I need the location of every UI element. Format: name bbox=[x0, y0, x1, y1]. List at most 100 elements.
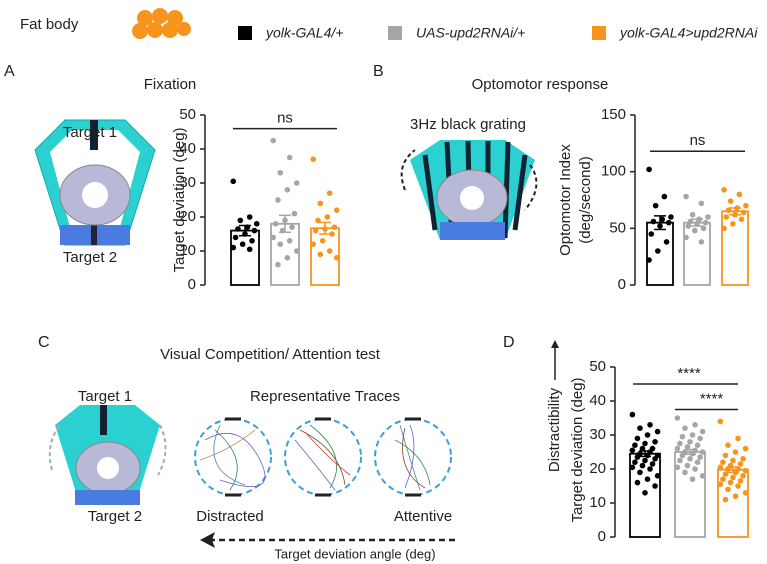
data-point bbox=[317, 251, 324, 258]
data-point bbox=[720, 476, 726, 483]
data-point bbox=[272, 221, 279, 227]
data-point bbox=[237, 217, 244, 224]
data-point bbox=[697, 435, 703, 442]
data-point bbox=[310, 241, 317, 247]
y-tick-label: 50 bbox=[609, 219, 626, 236]
data-point bbox=[253, 221, 260, 227]
arena-illustration bbox=[48, 405, 167, 505]
data-point bbox=[282, 217, 288, 224]
data-point bbox=[692, 422, 698, 428]
data-point bbox=[692, 466, 698, 472]
data-point bbox=[723, 214, 730, 220]
data-point bbox=[732, 211, 738, 218]
data-point bbox=[742, 490, 749, 496]
trace-circles bbox=[194, 417, 452, 497]
data-point bbox=[679, 452, 686, 459]
data-point bbox=[648, 231, 655, 237]
panel-title: Visual Competition/ Attention test bbox=[160, 346, 381, 363]
y-tick-label: 150 bbox=[601, 106, 626, 123]
data-point bbox=[326, 248, 333, 254]
significance-label: ns bbox=[690, 132, 706, 149]
y-tick-label: 100 bbox=[601, 163, 626, 180]
arena-illustration bbox=[34, 119, 156, 246]
data-point bbox=[717, 464, 724, 471]
data-point bbox=[637, 425, 643, 432]
data-point bbox=[244, 224, 251, 230]
y-tick-label: 0 bbox=[618, 276, 626, 293]
data-point bbox=[270, 234, 277, 241]
y-tick-label: 0 bbox=[188, 276, 196, 293]
data-point bbox=[687, 218, 694, 225]
legend-swatch bbox=[388, 26, 402, 40]
data-point bbox=[735, 435, 741, 442]
data-point bbox=[721, 225, 727, 232]
data-point bbox=[682, 469, 688, 476]
data-point bbox=[629, 411, 636, 418]
data-point bbox=[242, 231, 248, 237]
bar bbox=[683, 221, 711, 286]
data-point bbox=[649, 461, 656, 467]
data-point bbox=[698, 239, 705, 245]
data-point bbox=[702, 219, 709, 226]
data-point bbox=[326, 190, 333, 196]
legend-label: yolk-GAL4/+ bbox=[265, 25, 343, 41]
data-point bbox=[312, 227, 319, 234]
data-point bbox=[736, 191, 743, 198]
data-point bbox=[661, 193, 668, 200]
data-point bbox=[722, 452, 729, 459]
data-point bbox=[652, 202, 659, 209]
data-point bbox=[674, 415, 681, 421]
data-point bbox=[687, 439, 693, 445]
data-point bbox=[275, 197, 281, 203]
data-point bbox=[286, 238, 293, 244]
data-point bbox=[717, 418, 724, 425]
y-axis-label: (deg/second) bbox=[577, 156, 594, 244]
data-point bbox=[732, 469, 739, 476]
data-point bbox=[646, 166, 652, 173]
arrow-head bbox=[200, 532, 215, 548]
data-point bbox=[652, 483, 658, 489]
data-point bbox=[684, 444, 691, 450]
legend-label: yolk-GAL4>upd2RNAi bbox=[619, 25, 758, 41]
data-point bbox=[705, 214, 711, 220]
grating-label: 3Hz black grating bbox=[410, 116, 526, 133]
data-point bbox=[652, 456, 658, 462]
data-point bbox=[289, 224, 295, 230]
data-point bbox=[634, 479, 641, 486]
data-point bbox=[674, 445, 681, 452]
data-point bbox=[683, 193, 689, 200]
data-point bbox=[646, 257, 652, 263]
target-label: Target 1 bbox=[78, 388, 132, 405]
data-point bbox=[687, 456, 693, 462]
data-point bbox=[742, 467, 749, 474]
data-point bbox=[682, 425, 688, 432]
attentive-label: Attentive bbox=[394, 508, 452, 525]
data-point bbox=[699, 473, 706, 479]
data-point bbox=[699, 428, 706, 435]
target-label: Target 2 bbox=[63, 249, 117, 266]
data-point bbox=[694, 221, 700, 227]
data-point bbox=[732, 493, 739, 500]
target-label: Target 2 bbox=[88, 508, 142, 525]
data-point bbox=[277, 170, 284, 176]
data-point bbox=[637, 469, 643, 476]
data-point bbox=[634, 454, 641, 460]
legend-swatch bbox=[592, 26, 606, 40]
data-point bbox=[730, 221, 736, 227]
data-point bbox=[721, 187, 727, 193]
data-point bbox=[659, 216, 665, 223]
data-point bbox=[743, 202, 749, 209]
data-point bbox=[279, 227, 286, 234]
data-point bbox=[632, 442, 638, 449]
data-point bbox=[251, 227, 258, 234]
data-point bbox=[698, 200, 705, 207]
data-point bbox=[286, 154, 293, 161]
data-point bbox=[732, 449, 739, 455]
data-point bbox=[697, 454, 703, 460]
fat-body-icon bbox=[132, 8, 191, 39]
side-label: Distractibility bbox=[546, 387, 563, 472]
significance-label: **** bbox=[677, 365, 701, 382]
data-point bbox=[727, 198, 734, 204]
data-point bbox=[634, 435, 641, 442]
